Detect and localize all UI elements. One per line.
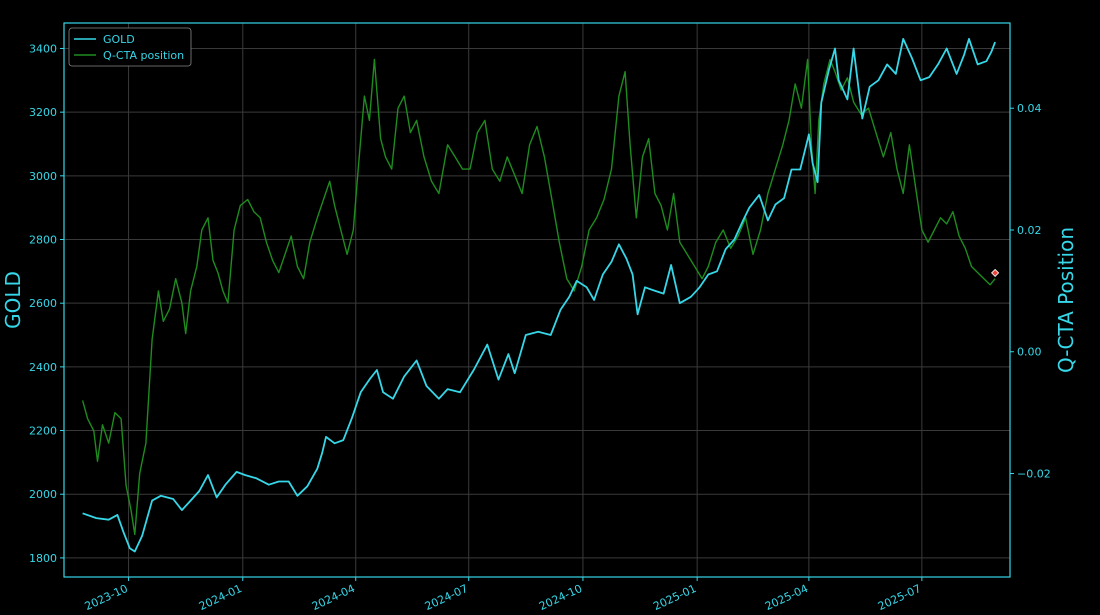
y-left-tick-label: 2600 [29,297,57,310]
plot-frame [63,22,1011,578]
series-layer [81,38,1000,553]
marker-point [991,268,1000,278]
y-axis-right: −0.02 0.00 0.02 0.04 [1010,102,1051,481]
legend-label-gold: GOLD [103,33,135,46]
y-left-tick-label: 2800 [29,234,57,247]
legend-box [68,27,192,67]
y-left-tick-label: 2400 [29,361,57,374]
series-line-gold [82,38,996,553]
y-left-tick-label: 3200 [29,106,57,119]
y-right-tick-label: 0.02 [1017,224,1042,237]
y-right-tick-label: 0.00 [1017,346,1042,359]
y-left-tick-label: 2200 [29,425,57,438]
y-left-tick-label: 1800 [29,552,57,565]
y-right-tick-label: 0.04 [1017,102,1042,115]
y-axis-left-title: GOLD [1,271,25,329]
y-axis-right-title: Q-CTA Position [1054,227,1078,373]
grid-lines [64,23,1010,577]
legend-label-cta: Q-CTA position [103,49,184,62]
y-left-tick-label: 3000 [29,170,57,183]
y-left-tick-label: 2000 [29,488,57,501]
legend: GOLD Q-CTA position [68,27,192,67]
series-line-cta [81,58,996,536]
y-right-tick-label: −0.02 [1017,468,1051,481]
y-axis-left: 1800 2000 2200 2400 2600 2800 3000 3200 3400 [29,42,64,565]
y-left-tick-label: 3400 [29,42,57,55]
